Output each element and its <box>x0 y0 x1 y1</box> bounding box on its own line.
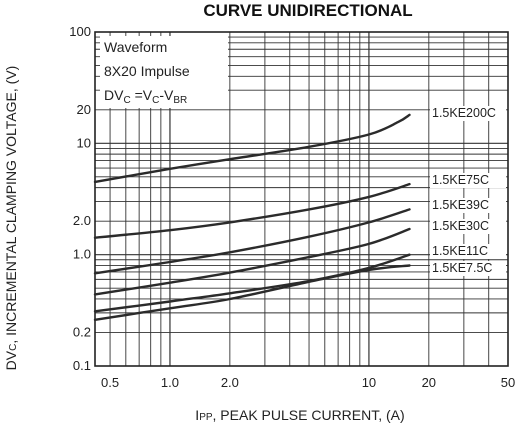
series-label-bg <box>430 261 506 276</box>
series-line-1-5ke30c <box>93 227 411 296</box>
series-labels: 1.5KE200C 1.5KE75C 1.5KE39C 1.5KE30C 1.5KE11… <box>430 106 506 276</box>
annotation-sub-c1: C <box>123 95 130 106</box>
x-tick-label: 0.5 <box>101 375 119 390</box>
x-tick-label: 20 <box>422 375 436 390</box>
series-label-1-5ke11c: 1.5KE11C <box>432 244 488 258</box>
x-axis-label-i: I <box>195 407 199 423</box>
y-axis-label-dv: DV <box>3 350 19 370</box>
y-tick-label: 0.1 <box>73 358 91 373</box>
series-label-1-5ke30c: 1.5KE30C <box>432 219 489 233</box>
x-tick-labels: 0.5 1.0 2.0 10 20 50 <box>101 375 515 390</box>
series-line-1-5ke200c <box>93 113 411 184</box>
series-label-bg <box>430 173 506 188</box>
y-tick-labels: 100 20 10 2.0 1.0 0.2 0.1 <box>69 24 91 373</box>
y-tick-label: 20 <box>77 102 91 117</box>
x-axis-label-sub: PP <box>199 412 213 423</box>
series-line-1-5ke75c <box>93 182 411 239</box>
series-label-bg <box>430 244 506 259</box>
x-tick-label: 10 <box>362 375 376 390</box>
x-axis-label: IPP, PEAK PULSE CURRENT, (A) <box>195 407 404 423</box>
y-tick-label: 10 <box>77 135 91 150</box>
annotation-box: Waveform 8X20 Impulse DVC =VC-VBR <box>100 36 228 108</box>
y-axis-label-rest: , INCREMENTAL CLAMPING VOLTAGE, (V) <box>3 66 19 344</box>
annotation-line-1: Waveform <box>104 39 167 55</box>
chart-title: CURVE UNIDIRECTIONAL <box>203 1 412 20</box>
annotation-sub-c2: C <box>152 95 159 106</box>
plot-border <box>94 31 509 367</box>
series-label-1-5ke75c: 1.5KE75C <box>432 173 489 187</box>
x-tick-label: 1.0 <box>161 375 179 390</box>
y-tick-label: 2.0 <box>73 213 91 228</box>
series-label-bg <box>430 219 506 234</box>
annotation-line-2: 8X20 Impulse <box>104 63 190 79</box>
series-label-1-5ke200c: 1.5KE200C <box>432 106 496 120</box>
series-line-1-5ke11c <box>93 253 411 313</box>
annotation-minus: -V <box>159 87 174 103</box>
x-tick-label: 2.0 <box>221 375 239 390</box>
y-tick-label: 0.2 <box>73 324 91 339</box>
annotation-line-3: DVC =VC-VBR <box>104 87 187 106</box>
annotation-eq: =V <box>131 87 153 103</box>
series-line-1-5ke39c <box>93 208 411 275</box>
y-axis-label-sub: C <box>8 344 19 351</box>
y-tick-label: 100 <box>69 24 91 39</box>
series-label-1-5ke39c: 1.5KE39C <box>432 198 489 212</box>
series-label-1-5ke7-5c: 1.5KE7.5C <box>432 261 492 275</box>
annotation-dv: DV <box>104 87 124 103</box>
annotation-sub-br: BR <box>173 95 187 106</box>
series-label-bg <box>430 106 506 121</box>
series-line-1-5ke7-5c <box>93 264 411 321</box>
annotation-background <box>100 36 228 108</box>
series-label-bg <box>430 198 506 213</box>
x-tick-label: 50 <box>501 375 515 390</box>
y-tick-label: 1.0 <box>73 247 91 262</box>
series-lines <box>93 113 411 321</box>
x-axis-label-rest: , PEAK PULSE CURRENT, (A) <box>213 407 405 423</box>
y-axis-label: DVC, INCREMENTAL CLAMPING VOLTAGE, (V) <box>3 66 19 371</box>
